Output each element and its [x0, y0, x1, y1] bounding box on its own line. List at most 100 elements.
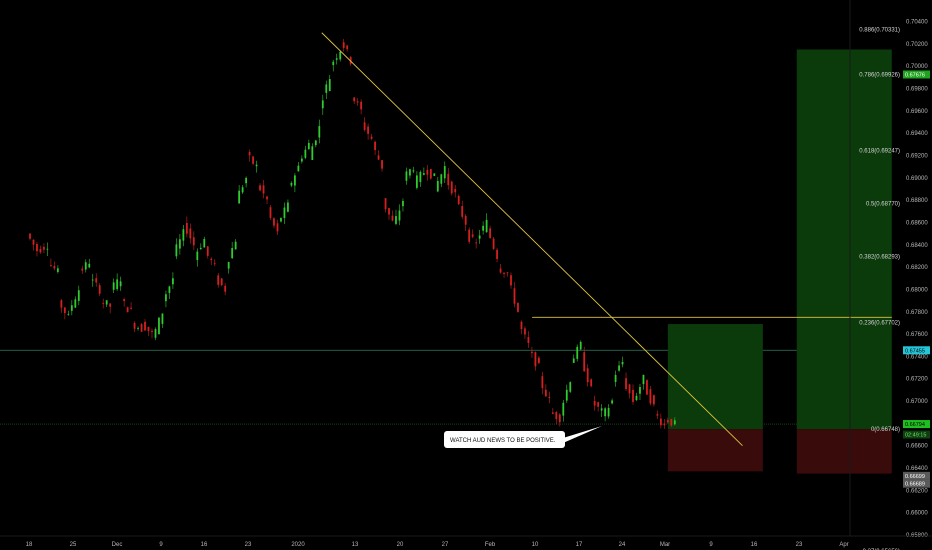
position-loss-zone-1[interactable]: [667, 429, 763, 472]
candle-body: [632, 389, 634, 402]
annotation-pointer: [563, 426, 602, 443]
candle-body: [388, 208, 390, 215]
time-tick-label: 23: [796, 542, 803, 548]
candle-body: [534, 352, 537, 367]
price-tick-label: 0.68000: [906, 287, 928, 293]
candle-body: [409, 169, 411, 176]
candle-body: [185, 223, 188, 234]
candle-body: [625, 378, 627, 390]
candle-body: [653, 395, 655, 405]
price-tag-label: 02:49:15: [905, 433, 926, 439]
candle-body: [227, 262, 230, 269]
candle-body: [231, 248, 234, 259]
candle-body: [649, 389, 652, 404]
candle-body: [32, 239, 35, 245]
candle-body: [165, 294, 167, 302]
fib-level-label: 0.236(0.67702): [859, 321, 900, 327]
candle-body: [168, 286, 171, 293]
time-tick-label: 20: [397, 542, 404, 548]
candle-body: [70, 305, 73, 311]
position-profit-zone-1[interactable]: [667, 324, 763, 430]
candle-body: [478, 235, 481, 239]
candle-body: [346, 45, 349, 50]
candle-body: [576, 346, 579, 359]
candle-body: [541, 376, 544, 389]
candle-body: [56, 268, 59, 272]
price-tick-label: 0.69200: [906, 154, 928, 160]
candle-body: [224, 285, 227, 292]
time-tick-label: Dec: [112, 542, 123, 548]
position-tool-layer[interactable]: [667, 49, 892, 474]
candle-body: [572, 358, 575, 363]
candle-body: [206, 246, 209, 256]
candle-body: [217, 275, 220, 285]
price-tag: [903, 70, 930, 79]
time-tick-label: 13: [352, 542, 359, 548]
candle-body: [482, 225, 485, 231]
candle-body: [98, 285, 101, 294]
candle-body: [332, 61, 335, 66]
candle-body: [36, 244, 38, 252]
price-tick-label: 0.68600: [906, 220, 928, 226]
time-tick-label: 10: [532, 542, 539, 548]
annotation-callout[interactable]: WATCH AUD NEWS TO BE POSITIVE.: [444, 426, 602, 448]
price-tick-label: 0.70200: [906, 42, 928, 48]
candle-body: [524, 328, 526, 335]
candle-body: [565, 389, 568, 401]
candle-body: [318, 126, 321, 138]
price-tick-label: 0.67400: [906, 354, 928, 360]
candle-body: [147, 326, 150, 332]
candle-body: [395, 216, 397, 224]
price-tick-label: 0.69600: [906, 109, 928, 115]
candle-body: [659, 418, 662, 426]
candle-body: [88, 263, 91, 268]
time-tick-label: 23: [245, 542, 252, 548]
candle-body: [391, 215, 394, 221]
time-tick-label: Apr: [839, 542, 848, 548]
time-tick-label: 9: [159, 542, 163, 548]
candle-body: [360, 101, 363, 110]
price-tag-label: 0.66794: [905, 422, 925, 428]
candle-body: [280, 217, 282, 222]
drawing-layer[interactable]: [321, 32, 892, 447]
candle-body: [339, 51, 342, 60]
time-tick-label: 16: [751, 542, 758, 548]
candle-body: [506, 272, 509, 274]
candle-body: [607, 408, 610, 417]
candle-body: [262, 185, 265, 194]
time-axis[interactable]: 18 25 Dec 9 16 23 2020 13 20 27 Feb 10 17 24 Mar 9 16 23 A…: [0, 535, 932, 548]
candle-body: [151, 330, 153, 332]
candle-body: [614, 374, 617, 382]
candle-body: [252, 156, 254, 164]
candle-body: [590, 379, 593, 387]
candlestick-series: [29, 38, 676, 429]
candle-body: [656, 414, 659, 416]
candle-body: [273, 218, 275, 226]
time-tick-label: Mar: [660, 542, 670, 548]
candle-body: [140, 324, 143, 332]
price-tag: [903, 479, 930, 488]
candle-body: [405, 171, 408, 181]
annotation-text: WATCH AUD NEWS TO BE POSITIVE.: [450, 438, 556, 444]
candle-body: [537, 357, 540, 364]
candle-body: [335, 58, 338, 60]
time-tick-label: 16: [201, 542, 208, 548]
price-tag: [903, 471, 930, 480]
candle-body: [496, 249, 498, 259]
price-tick-label: 0.66200: [906, 488, 928, 494]
candle-body: [621, 361, 624, 365]
candle-body: [178, 239, 181, 249]
candle-body: [84, 262, 87, 270]
annotation-box[interactable]: [444, 431, 565, 448]
position-loss-zone-2[interactable]: [796, 429, 892, 474]
candle-body: [314, 140, 317, 146]
candle-body: [443, 166, 446, 179]
position-profit-zone-2[interactable]: [796, 49, 892, 430]
candle-body: [604, 408, 607, 417]
descending-trendline[interactable]: [321, 32, 743, 447]
candle-body: [398, 210, 401, 221]
candle-body: [666, 420, 669, 423]
candle-body: [328, 79, 331, 91]
candle-body: [475, 242, 478, 244]
